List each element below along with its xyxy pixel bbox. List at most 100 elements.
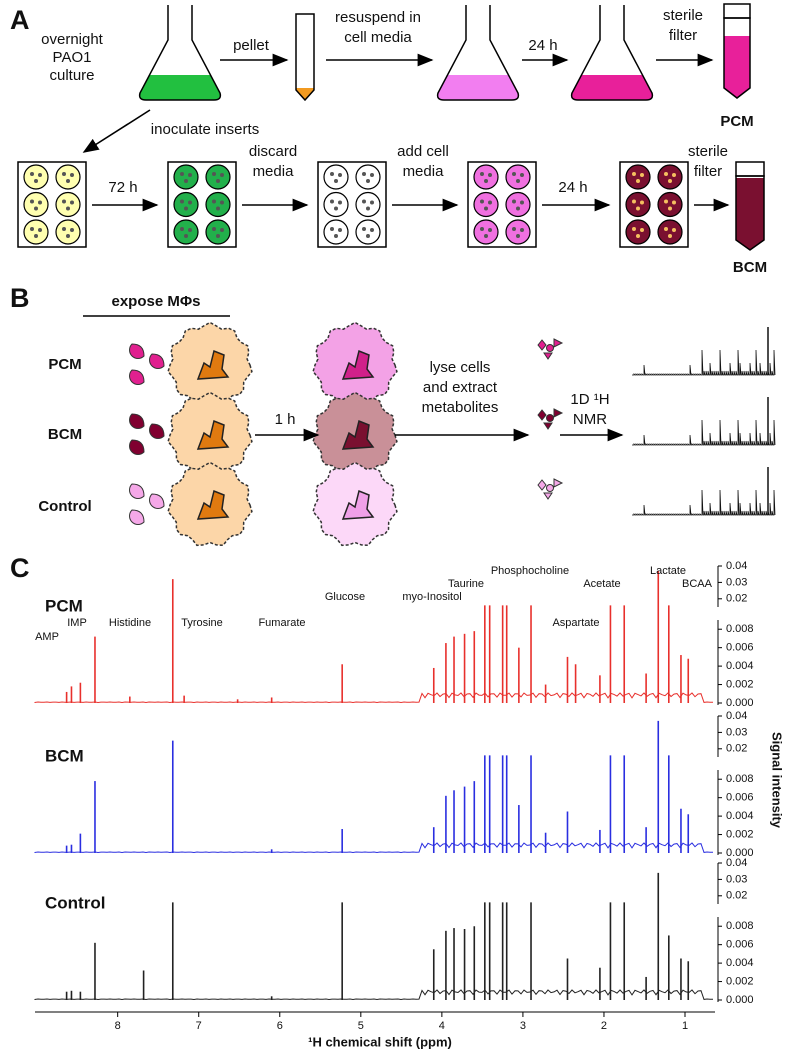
well-dot	[188, 200, 192, 205]
well	[55, 219, 81, 245]
drop	[129, 413, 145, 429]
well-dot	[516, 206, 520, 211]
well	[173, 191, 199, 218]
well	[205, 219, 231, 245]
y-tick-label: 0.000	[726, 847, 754, 859]
annotation: Phosphocholine	[491, 565, 569, 577]
well-dot	[640, 228, 644, 232]
step-text: 24 h	[528, 37, 557, 54]
well-dot	[512, 199, 516, 204]
step-text: 1 h	[275, 411, 296, 428]
well	[55, 164, 81, 190]
metabolite	[553, 408, 564, 418]
well	[657, 164, 683, 190]
step-text: overnight	[41, 31, 104, 48]
y-tick-label: 0.006	[726, 792, 754, 804]
well	[473, 191, 499, 218]
drop	[129, 509, 145, 525]
panel-label: A	[10, 5, 30, 35]
flask-liquid	[571, 75, 653, 100]
drop	[129, 439, 145, 455]
flask	[138, 5, 222, 101]
well	[355, 219, 381, 245]
step-text: sterile	[663, 7, 703, 24]
well-dot	[212, 227, 216, 231]
well-dot	[188, 228, 192, 232]
step-text: media	[253, 163, 295, 180]
step-text: pellet	[233, 37, 270, 54]
x-tick-label: 3	[520, 1020, 526, 1032]
well	[205, 191, 231, 218]
well-dot	[362, 227, 366, 231]
well-dot	[370, 228, 374, 232]
well-dot	[664, 172, 668, 176]
annotation: Acetate	[583, 578, 620, 590]
well	[23, 164, 49, 190]
nucleus	[341, 349, 375, 380]
well-dot	[672, 200, 676, 205]
step-text: add cell	[397, 143, 449, 160]
step-text: 1D ¹H	[570, 391, 609, 408]
well	[625, 219, 651, 245]
well-dot	[180, 199, 184, 204]
well-dot	[480, 172, 484, 176]
well-dot	[330, 199, 334, 204]
x-tick-label: 8	[115, 1020, 121, 1032]
mini-spectrum	[632, 419, 776, 446]
well-dot	[216, 179, 220, 183]
well-dot	[34, 234, 38, 238]
annotation: Tyrosine	[181, 617, 223, 629]
step-text: lyse cells	[430, 359, 491, 376]
well-dot	[188, 173, 192, 177]
flask	[570, 5, 654, 101]
well-dot	[632, 227, 636, 231]
series-label: BCM	[45, 746, 84, 765]
well	[625, 191, 651, 218]
well-dot	[220, 173, 224, 177]
x-tick-label: 4	[439, 1020, 445, 1032]
nucleus	[341, 489, 375, 520]
well-dot	[636, 234, 640, 238]
well-dot	[366, 234, 370, 238]
well-dot	[338, 200, 342, 205]
y-tick-label: 0.03	[726, 873, 747, 885]
well-dot	[212, 172, 216, 176]
flask	[436, 5, 520, 101]
baseline	[34, 989, 713, 1001]
well-dot	[66, 179, 70, 183]
y-tick-label: 0.002	[726, 975, 754, 987]
well-dot	[484, 206, 488, 211]
y-tick-label: 0.04	[726, 710, 747, 722]
drop	[149, 353, 165, 369]
well-dot	[62, 172, 66, 176]
drop	[129, 483, 145, 499]
annotation: Fumarate	[258, 617, 305, 629]
step-text: metabolites	[422, 399, 499, 416]
well	[205, 164, 231, 190]
well-dot	[370, 173, 374, 177]
well-dot	[220, 200, 224, 205]
x-tick-label: 5	[358, 1020, 364, 1032]
well	[323, 191, 349, 218]
well-dot	[184, 234, 188, 238]
step-text: 72 h	[108, 179, 137, 196]
well	[505, 164, 531, 190]
well	[173, 164, 199, 190]
metabolite	[546, 484, 554, 492]
well-dot	[34, 206, 38, 211]
well-dot	[668, 234, 672, 238]
well-dot	[480, 199, 484, 204]
well-dot	[640, 173, 644, 177]
metabolite	[543, 422, 553, 430]
metabolite	[546, 344, 554, 352]
well-dot	[180, 227, 184, 231]
y-tick-label: 0.002	[726, 828, 754, 840]
baseline	[34, 692, 713, 704]
y-tick-label: 0.008	[726, 623, 754, 635]
y-tick-label: 0.006	[726, 642, 754, 654]
panel-label: B	[10, 283, 30, 313]
well-dot	[520, 173, 524, 177]
metabolite	[553, 478, 564, 488]
tube-liquid	[724, 36, 750, 98]
well-dot	[30, 199, 34, 204]
